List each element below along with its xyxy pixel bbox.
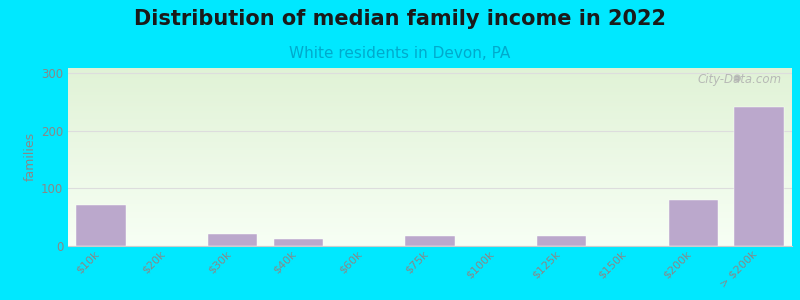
Bar (76, 205, 126, 246)
Text: Distribution of median family income in 2022: Distribution of median family income in … (134, 9, 666, 29)
Text: White residents in Devon, PA: White residents in Devon, PA (290, 46, 510, 62)
Text: ●: ● (733, 73, 742, 83)
Bar (406, 236, 454, 246)
Bar (274, 239, 323, 246)
Bar (208, 235, 258, 246)
Bar (734, 107, 784, 246)
Bar (537, 236, 586, 246)
Y-axis label: families: families (24, 132, 37, 181)
Bar (669, 200, 718, 246)
Text: City-Data.com: City-Data.com (697, 73, 781, 86)
